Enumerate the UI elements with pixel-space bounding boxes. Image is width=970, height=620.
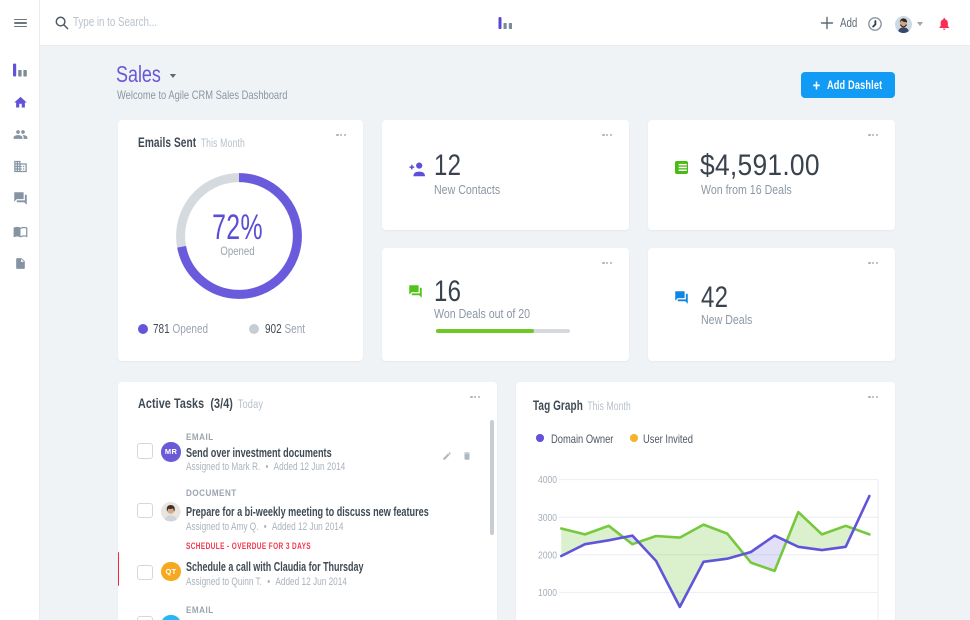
svg-text:1000: 1000 [538, 587, 557, 599]
svg-text:2000: 2000 [538, 549, 557, 561]
svg-text:4000: 4000 [538, 474, 557, 486]
svg-text:3000: 3000 [538, 512, 557, 524]
